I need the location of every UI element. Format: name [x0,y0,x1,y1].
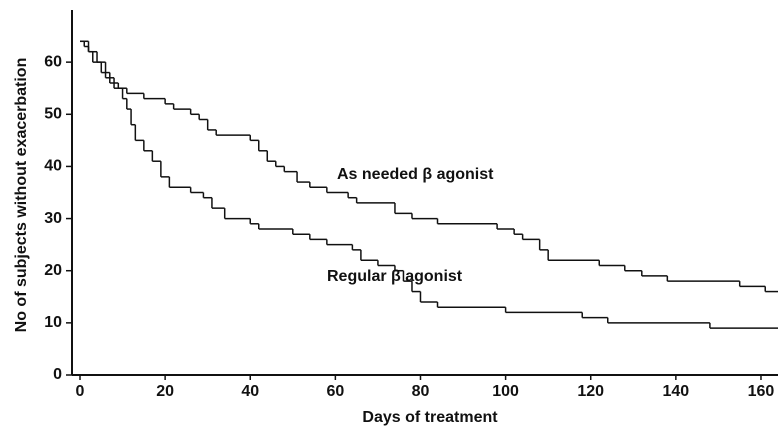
series-label: As needed β agonist [337,166,494,183]
series-label: Regular β agonist [327,268,463,285]
x-tick-label: 20 [156,383,174,400]
x-tick-label: 80 [412,383,430,400]
y-tick-label: 30 [44,210,62,227]
y-tick-label: 0 [53,366,62,383]
x-tick-label: 160 [748,383,775,400]
y-tick-label: 40 [44,158,62,175]
x-tick-label: 100 [492,383,519,400]
x-tick-label: 40 [241,383,259,400]
y-tick-label: 10 [44,314,62,331]
y-tick-label: 60 [44,53,62,70]
x-tick-label: 60 [326,383,344,400]
y-axis-label: No of subjects without exacerbation [13,58,30,333]
x-tick-label: 140 [663,383,690,400]
x-axis-label: Days of treatment [362,409,498,426]
x-tick-label: 120 [577,383,604,400]
y-tick-label: 50 [44,106,62,123]
x-tick-label: 0 [76,383,85,400]
y-tick-label: 20 [44,262,62,279]
